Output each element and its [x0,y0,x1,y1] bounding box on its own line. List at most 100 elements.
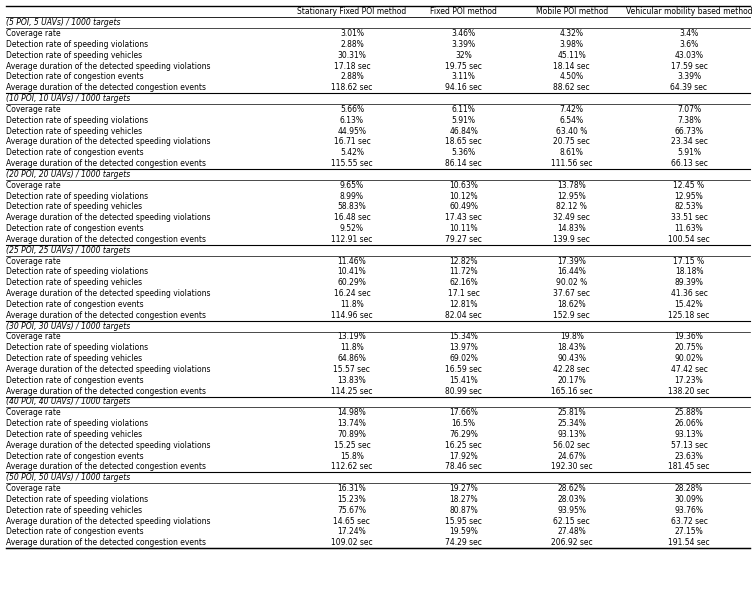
Text: Coverage rate: Coverage rate [5,105,60,114]
Text: 64.86%: 64.86% [337,354,367,363]
Text: 3.46%: 3.46% [451,29,476,38]
Text: 42.28 sec: 42.28 sec [553,365,590,374]
Text: 17.18 sec: 17.18 sec [333,61,370,70]
Text: Coverage rate: Coverage rate [5,332,60,341]
Text: Detection rate of congestion events: Detection rate of congestion events [5,300,143,309]
Text: Average duration of the detected congestion events: Average duration of the detected congest… [5,462,206,471]
Text: 88.62 sec: 88.62 sec [553,83,590,92]
Text: 43.03%: 43.03% [674,51,704,60]
Text: 80.99 sec: 80.99 sec [445,386,482,396]
Text: 57.13 sec: 57.13 sec [671,441,708,450]
Text: (5 POI, 5 UAVs) / 1000 targets: (5 POI, 5 UAVs) / 1000 targets [5,18,120,27]
Text: 18.65 sec: 18.65 sec [445,137,482,146]
Text: 11.46%: 11.46% [337,256,367,265]
Text: Fixed POI method: Fixed POI method [430,7,497,16]
Text: 90.02 %: 90.02 % [556,278,587,287]
Text: 165.16 sec: 165.16 sec [551,386,593,396]
Text: 20.75 sec: 20.75 sec [553,137,590,146]
Text: 12.45 %: 12.45 % [674,181,705,190]
Text: 17.59 sec: 17.59 sec [671,61,708,70]
Text: 152.9 sec: 152.9 sec [553,311,590,320]
Text: Detection rate of speeding vehicles: Detection rate of speeding vehicles [5,354,141,363]
Text: Stationary Fixed POI method: Stationary Fixed POI method [297,7,407,16]
Text: 26.06%: 26.06% [674,419,703,428]
Text: 2.88%: 2.88% [340,40,364,49]
Text: Detection rate of speeding violations: Detection rate of speeding violations [5,495,147,504]
Text: 66.13 sec: 66.13 sec [671,159,708,168]
Text: 82.04 sec: 82.04 sec [445,311,482,320]
Text: 20.17%: 20.17% [557,376,586,385]
Text: 19.75 sec: 19.75 sec [445,61,482,70]
Text: 109.02 sec: 109.02 sec [331,538,373,547]
Text: 60.29%: 60.29% [337,278,367,287]
Text: Detection rate of congestion events: Detection rate of congestion events [5,527,143,536]
Text: 3.4%: 3.4% [680,29,699,38]
Text: Detection rate of congestion events: Detection rate of congestion events [5,148,143,157]
Text: 206.92 sec: 206.92 sec [551,538,593,547]
Text: 17.15 %: 17.15 % [674,256,705,265]
Text: Detection rate of speeding vehicles: Detection rate of speeding vehicles [5,51,141,60]
Text: 44.95%: 44.95% [337,126,367,135]
Text: 13.78%: 13.78% [557,181,586,190]
Text: 62.15 sec: 62.15 sec [553,517,590,526]
Text: Detection rate of congestion events: Detection rate of congestion events [5,452,143,461]
Text: 74.29 sec: 74.29 sec [445,538,482,547]
Text: 100.54 sec: 100.54 sec [668,235,710,244]
Text: 12.95%: 12.95% [557,191,586,200]
Text: 16.48 sec: 16.48 sec [333,213,370,222]
Text: 5.91%: 5.91% [677,148,701,157]
Text: 15.23%: 15.23% [337,495,367,504]
Text: 125.18 sec: 125.18 sec [668,311,710,320]
Text: 10.41%: 10.41% [337,267,367,276]
Text: 7.07%: 7.07% [677,105,701,114]
Text: 7.38%: 7.38% [677,116,701,125]
Text: Average duration of the detected congestion events: Average duration of the detected congest… [5,235,206,244]
Text: (50 POI, 50 UAVs) / 1000 targets: (50 POI, 50 UAVs) / 1000 targets [5,473,130,482]
Text: 78.46 sec: 78.46 sec [445,462,482,471]
Text: 93.13%: 93.13% [674,430,703,439]
Text: Detection rate of congestion events: Detection rate of congestion events [5,376,143,385]
Text: 45.11%: 45.11% [557,51,586,60]
Text: 86.14 sec: 86.14 sec [445,159,482,168]
Text: 16.71 sec: 16.71 sec [333,137,370,146]
Text: 13.83%: 13.83% [337,376,367,385]
Text: Detection rate of speeding violations: Detection rate of speeding violations [5,116,147,125]
Text: Detection rate of congestion events: Detection rate of congestion events [5,72,143,81]
Text: 19.27%: 19.27% [449,484,478,493]
Text: Detection rate of speeding vehicles: Detection rate of speeding vehicles [5,278,141,287]
Text: 16.59 sec: 16.59 sec [445,365,482,374]
Text: 64.39 sec: 64.39 sec [671,83,708,92]
Text: 20.75%: 20.75% [674,343,703,352]
Text: 10.11%: 10.11% [449,224,478,233]
Text: 4.32%: 4.32% [559,29,584,38]
Text: Coverage rate: Coverage rate [5,29,60,38]
Text: 60.49%: 60.49% [449,202,478,211]
Text: 58.83%: 58.83% [337,202,367,211]
Text: 139.9 sec: 139.9 sec [553,235,590,244]
Text: 19.8%: 19.8% [559,332,584,341]
Text: Coverage rate: Coverage rate [5,484,60,493]
Text: Mobile POI method: Mobile POI method [535,7,608,16]
Text: 3.98%: 3.98% [559,40,584,49]
Text: 9.65%: 9.65% [340,181,364,190]
Text: Detection rate of speeding vehicles: Detection rate of speeding vehicles [5,202,141,211]
Text: 17.39%: 17.39% [557,256,586,265]
Text: Detection rate of speeding vehicles: Detection rate of speeding vehicles [5,506,141,515]
Text: 6.54%: 6.54% [559,116,584,125]
Text: 23.34 sec: 23.34 sec [671,137,708,146]
Text: Coverage rate: Coverage rate [5,181,60,190]
Text: 15.41%: 15.41% [449,376,478,385]
Text: 93.95%: 93.95% [557,506,586,515]
Text: 18.14 sec: 18.14 sec [553,61,590,70]
Text: 13.74%: 13.74% [337,419,367,428]
Text: (10 POI, 10 UAVs) / 1000 targets: (10 POI, 10 UAVs) / 1000 targets [5,94,130,103]
Text: 82.53%: 82.53% [674,202,703,211]
Text: 5.91%: 5.91% [451,116,476,125]
Text: (20 POI, 20 UAVs) / 1000 targets: (20 POI, 20 UAVs) / 1000 targets [5,170,130,179]
Text: 10.12%: 10.12% [449,191,478,200]
Text: 23.63%: 23.63% [674,452,703,461]
Text: 14.83%: 14.83% [557,224,586,233]
Text: Vehicular mobility based method: Vehicular mobility based method [626,7,752,16]
Text: (40 POI, 40 UAVs) / 1000 targets: (40 POI, 40 UAVs) / 1000 targets [5,397,130,406]
Text: Average duration of the detected speeding violations: Average duration of the detected speedin… [5,517,210,526]
